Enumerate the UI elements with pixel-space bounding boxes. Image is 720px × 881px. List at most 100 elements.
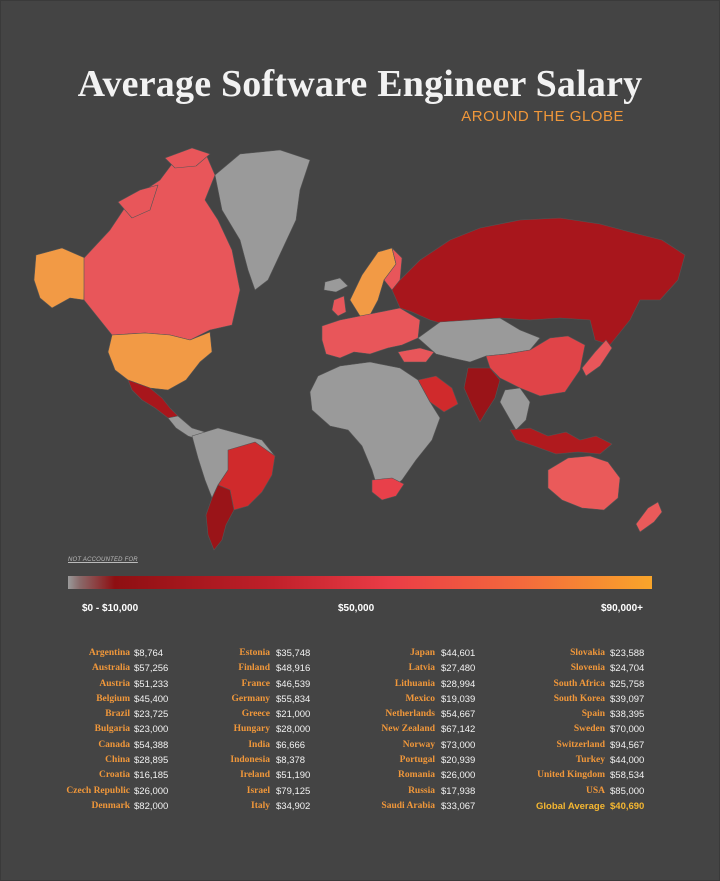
salary-row: Israel $79,125 xyxy=(200,786,336,801)
country-name: Japan xyxy=(410,648,435,658)
country-name: Switzerland xyxy=(556,739,605,750)
country-name: Austria xyxy=(99,678,130,689)
map-region-usa xyxy=(107,331,213,391)
salary-value: $85,000 xyxy=(610,785,645,797)
salary-value: $28,000 xyxy=(276,724,311,736)
salary-value: $28,895 xyxy=(134,755,169,767)
map-region-indonesia xyxy=(509,427,613,455)
salary-row: Romania $26,000 xyxy=(350,770,501,785)
country-name: China xyxy=(105,755,130,766)
salary-value: $38,395 xyxy=(610,709,645,721)
salary-row: Australia $57,256 xyxy=(40,663,194,678)
salary-value: $17,938 xyxy=(441,785,476,797)
legend-not-accounted-label: NOT ACCOUNTED FOR xyxy=(68,557,138,563)
country-name: Hungary xyxy=(233,724,270,735)
map-region-india xyxy=(463,367,501,423)
salary-value: $94,567 xyxy=(610,739,645,751)
salary-value: $33,067 xyxy=(441,800,476,812)
salary-value: $6,666 xyxy=(276,739,306,751)
salary-value: $27,480 xyxy=(441,663,476,675)
salary-row: Japan $44,601 xyxy=(350,648,501,663)
salary-value: $28,994 xyxy=(441,678,476,690)
salary-row: Hungary $28,000 xyxy=(200,724,336,739)
country-name: Spain xyxy=(581,709,605,720)
salary-value: $51,190 xyxy=(276,770,311,782)
salary-value: $79,125 xyxy=(276,785,311,797)
map-region-uk xyxy=(331,295,347,317)
salary-row: Slovakia $23,588 xyxy=(500,648,670,663)
salary-row: China $28,895 xyxy=(40,755,194,770)
map-region-turkey xyxy=(397,347,435,363)
country-name: South Africa xyxy=(553,678,605,689)
country-name: Estonia xyxy=(239,648,270,658)
world-map xyxy=(33,147,686,551)
salary-row: Turkey $44,000 xyxy=(500,755,670,770)
country-name: Indonesia xyxy=(230,755,270,766)
country-name: Croatia xyxy=(99,770,130,781)
salary-row: Argentina $8,764 xyxy=(40,648,194,663)
salary-row: Latvia $27,480 xyxy=(350,663,501,678)
map-region-southeast-asia xyxy=(499,387,531,431)
salary-row: Saudi Arabia $33,067 xyxy=(350,801,501,816)
country-name: Saudi Arabia xyxy=(381,800,435,811)
country-name: New Zealand xyxy=(381,724,435,735)
salary-row: Mexico $19,039 xyxy=(350,694,501,709)
map-region-europe xyxy=(321,307,421,359)
salary-row: Netherlands $54,667 xyxy=(350,709,501,724)
salary-row: Brazil $23,725 xyxy=(40,709,194,724)
country-name: Netherlands xyxy=(385,709,435,720)
salary-value: $44,000 xyxy=(610,755,645,767)
salary-row: United Kingdom $58,534 xyxy=(500,770,670,785)
global-average-row: Global Average $40,690 xyxy=(500,801,670,816)
country-name: Denmark xyxy=(91,800,130,811)
salary-value: $35,748 xyxy=(276,648,311,659)
salary-value: $67,142 xyxy=(441,724,476,736)
page-subtitle: AROUND THE GLOBE xyxy=(461,108,624,125)
salary-value: $46,539 xyxy=(276,678,311,690)
salary-value: $20,939 xyxy=(441,755,476,767)
salary-row: Canada $54,388 xyxy=(40,740,194,755)
salary-row: Italy $34,902 xyxy=(200,801,336,816)
country-name: Romania xyxy=(398,770,435,781)
country-name: Portugal xyxy=(399,755,435,766)
salary-row: Croatia $16,185 xyxy=(40,770,194,785)
country-name: Brazil xyxy=(105,709,130,720)
salary-value: $8,378 xyxy=(276,755,306,767)
salary-value: $19,039 xyxy=(441,693,476,705)
salary-row: Norway $73,000 xyxy=(350,740,501,755)
map-region-greenland xyxy=(214,149,311,291)
salary-row: Belgium $45,400 xyxy=(40,694,194,709)
country-name: Canada xyxy=(98,739,130,750)
country-name: Germany xyxy=(231,693,270,704)
map-region-alaska xyxy=(33,247,86,309)
page-title: Average Software Engineer Salary xyxy=(77,63,643,105)
salary-row: Ireland $51,190 xyxy=(200,770,336,785)
country-name: United Kingdom xyxy=(537,770,605,781)
map-region-canada-islands xyxy=(117,147,211,219)
salary-row: Sweden $70,000 xyxy=(500,724,670,739)
salary-row: Finland $48,916 xyxy=(200,663,336,678)
map-region-argentina xyxy=(205,484,235,551)
salary-value: $44,601 xyxy=(441,648,476,659)
country-name: Slovenia xyxy=(570,663,605,674)
legend-high-label: $90,000+ xyxy=(601,603,643,614)
salary-row: Estonia $35,748 xyxy=(200,648,336,663)
country-name: Mexico xyxy=(405,693,435,704)
salary-value: $82,000 xyxy=(134,800,169,812)
salary-column: Japan $44,601 Latvia $27,480 Lithuania $28,99… xyxy=(350,648,501,816)
salary-row: Czech Republic $26,000 xyxy=(40,786,194,801)
salary-row: Slovenia $24,704 xyxy=(500,663,670,678)
salary-value: $54,667 xyxy=(441,709,476,721)
country-name: Russia xyxy=(408,785,435,796)
map-region-australia xyxy=(547,455,621,511)
country-name: Italy xyxy=(251,800,270,811)
salary-value: $39,097 xyxy=(610,693,645,705)
salary-value: $48,916 xyxy=(276,663,311,675)
country-name: Slovakia xyxy=(570,648,605,658)
country-name: USA xyxy=(585,785,605,796)
salary-row: Austria $51,233 xyxy=(40,679,194,694)
salary-value: $24,704 xyxy=(610,663,645,675)
country-name: Israel xyxy=(246,785,270,796)
country-name: Turkey xyxy=(575,755,605,766)
salary-value: $57,256 xyxy=(134,663,169,675)
